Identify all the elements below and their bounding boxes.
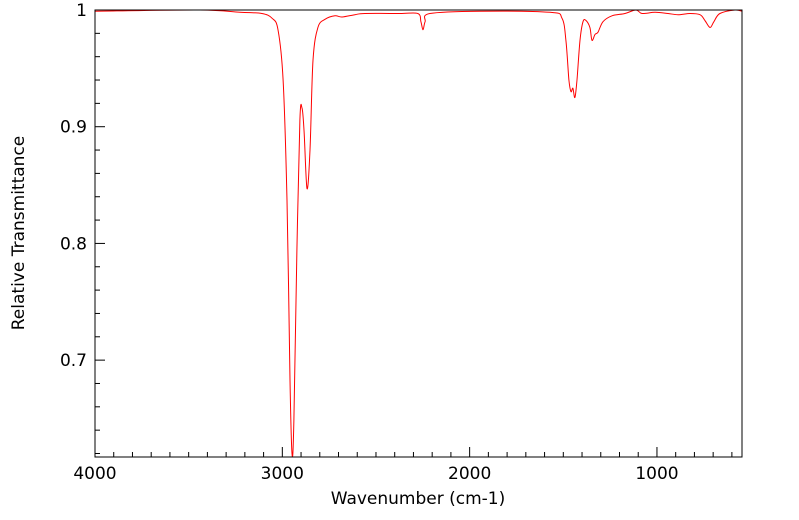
x-axis-label: Wavenumber (cm-1) xyxy=(331,489,506,509)
spectrum-line xyxy=(94,9,743,458)
y-tick-label: 1 xyxy=(76,1,87,21)
y-tick-label: 0.9 xyxy=(60,118,87,138)
x-tick-label: 3000 xyxy=(261,464,304,484)
x-tick-label: 4000 xyxy=(73,464,116,484)
axis-ticks xyxy=(94,9,733,457)
y-tick-label: 0.8 xyxy=(60,234,87,254)
x-tick-labels: 4000 3000 2000 1000 xyxy=(73,464,678,484)
plot-frame xyxy=(94,9,743,458)
x-tick-label: 2000 xyxy=(448,464,491,484)
x-tick-label: 1000 xyxy=(635,464,678,484)
y-tick-labels: 1 0.9 0.8 0.7 xyxy=(60,1,87,371)
y-axis-label: Relative Transmittance xyxy=(9,136,29,331)
y-tick-label: 0.7 xyxy=(60,351,87,371)
